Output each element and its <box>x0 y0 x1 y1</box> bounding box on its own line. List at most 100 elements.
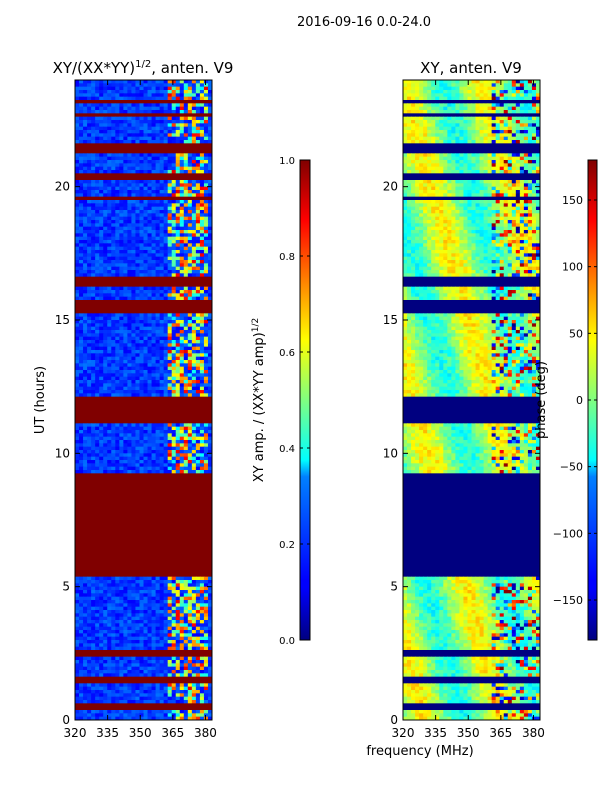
heatmap-cell <box>203 160 209 164</box>
heatmap-cell <box>115 670 120 674</box>
heatmap-cell <box>179 326 185 331</box>
heatmap-cell <box>179 700 185 704</box>
heatmap-cell <box>139 430 145 434</box>
heatmap-cell <box>111 346 116 351</box>
heatmap-cell <box>139 623 145 628</box>
heatmap-cell <box>179 226 185 231</box>
heatmap-cell <box>131 153 137 158</box>
heatmap-cell <box>171 266 177 271</box>
heatmap-cell <box>175 443 181 448</box>
heatmap-cell <box>83 636 88 641</box>
heatmap-cell <box>203 343 209 348</box>
heatmap-cell <box>115 253 120 258</box>
heatmap-cell <box>195 340 201 344</box>
heatmap-cell <box>99 90 104 94</box>
heatmap-cell <box>163 136 169 141</box>
heatmap-cell <box>443 96 448 101</box>
heatmap-cell <box>159 190 165 194</box>
heatmap-cell <box>175 383 181 388</box>
heatmap-cell <box>167 583 173 588</box>
heatmap-cell <box>151 596 157 601</box>
heatmap-cell <box>143 256 149 261</box>
heatmap-cell <box>75 316 80 321</box>
heatmap-cell <box>87 446 92 451</box>
heatmap-cell <box>75 713 80 718</box>
heatmap-cell <box>171 316 177 321</box>
heatmap-cell <box>115 350 120 354</box>
heatmap-cell <box>183 436 189 441</box>
heatmap-cell <box>115 240 120 244</box>
heatmap-cell <box>107 203 112 208</box>
heatmap-cell <box>79 326 84 331</box>
heatmap-cell <box>167 626 173 631</box>
heatmap-cell <box>171 296 177 301</box>
heatmap-cell <box>135 316 141 321</box>
heatmap-cell <box>87 660 92 664</box>
heatmap-cell <box>495 96 501 101</box>
heatmap-cell <box>203 576 209 581</box>
heatmap-cell <box>171 593 177 598</box>
heatmap-cell <box>95 236 100 241</box>
heatmap-cell <box>131 226 137 231</box>
heatmap-cell <box>143 426 149 431</box>
heatmap-cell <box>103 323 108 328</box>
heatmap-cell <box>191 200 197 204</box>
heatmap-cell <box>131 120 137 124</box>
heatmap-cell <box>91 80 96 84</box>
heatmap-cell <box>135 336 141 341</box>
heatmap-cell <box>135 430 141 434</box>
heatmap-cell <box>103 666 108 671</box>
heatmap-cell <box>191 323 197 328</box>
heatmap-cell <box>87 346 92 351</box>
heatmap-cell <box>75 440 80 444</box>
heatmap-cell <box>167 180 173 184</box>
heatmap-cell <box>99 136 104 141</box>
heatmap-cell <box>87 93 92 98</box>
heatmap-cell <box>131 266 137 271</box>
heatmap-cell <box>151 350 157 354</box>
heatmap-cell <box>95 296 100 301</box>
heatmap-cell <box>139 613 145 618</box>
heatmap-cell <box>91 690 96 694</box>
heatmap-cell <box>123 226 128 231</box>
heatmap-cell <box>83 260 88 264</box>
heatmap-cell <box>155 213 161 218</box>
heatmap-cell <box>111 93 116 98</box>
heatmap-cell <box>91 360 96 364</box>
heatmap-cell <box>419 80 424 84</box>
heatmap-cell <box>119 313 124 318</box>
heatmap-cell <box>111 576 116 581</box>
heatmap-cell <box>119 80 124 84</box>
heatmap-cell <box>171 126 177 131</box>
heatmap-cell <box>151 666 157 671</box>
heatmap-cell <box>435 80 440 84</box>
heatmap-cell <box>171 246 177 251</box>
heatmap-cell <box>111 603 116 608</box>
heatmap-cell <box>115 180 120 184</box>
heatmap-cell <box>207 236 212 241</box>
heatmap-cell <box>171 660 177 664</box>
heatmap-cell <box>123 340 128 344</box>
heatmap-cell <box>83 123 88 128</box>
heatmap-cell <box>155 646 161 651</box>
heatmap-cell <box>187 200 193 204</box>
heatmap-cell <box>159 656 165 661</box>
heatmap-cell <box>183 226 189 231</box>
heatmap-cell <box>91 633 96 638</box>
heatmap-cell <box>187 456 193 461</box>
heatmap-cell <box>107 666 112 671</box>
heatmap-cell <box>99 80 104 84</box>
heatmap-cell <box>79 190 84 194</box>
heatmap-cell <box>111 226 116 231</box>
heatmap-cell <box>139 170 145 174</box>
heatmap-cell <box>143 316 149 321</box>
heatmap-cell <box>207 606 212 611</box>
heatmap-cell <box>143 383 149 388</box>
heatmap-cell <box>535 103 540 108</box>
heatmap-cell <box>459 86 465 91</box>
heatmap-cell <box>119 336 124 341</box>
heatmap-cell <box>147 356 153 361</box>
heatmap-cell <box>171 286 177 291</box>
heatmap-cell <box>103 200 108 204</box>
heatmap-cell <box>123 83 128 88</box>
